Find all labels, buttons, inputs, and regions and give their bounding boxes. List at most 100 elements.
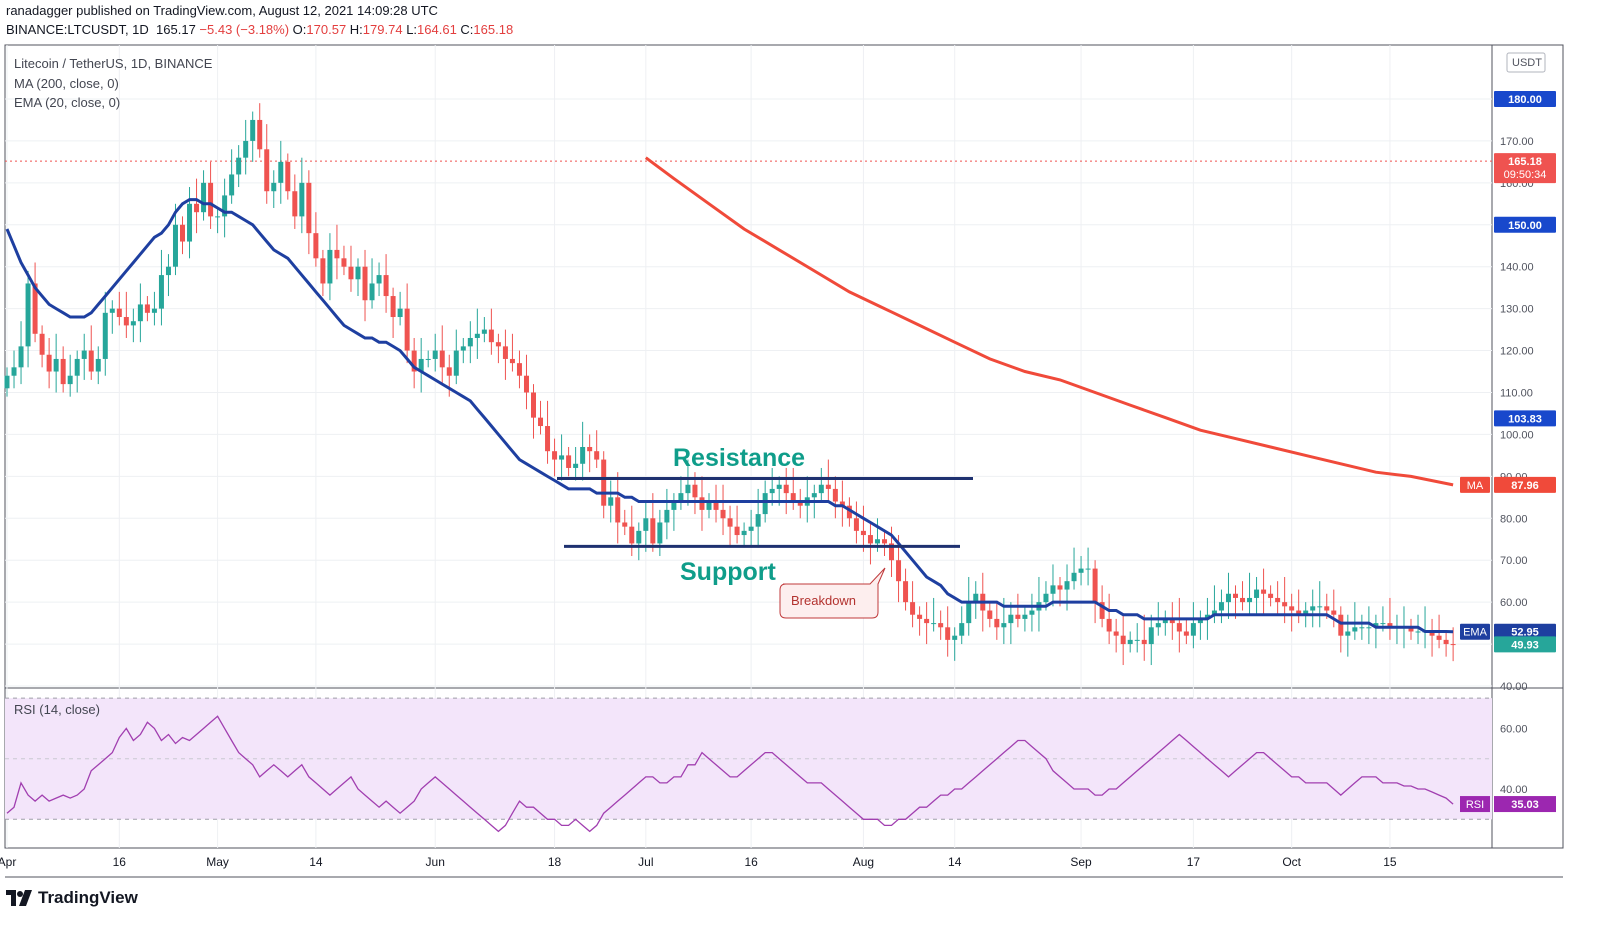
candle-body <box>1071 572 1077 582</box>
candle-body <box>95 358 101 372</box>
candle-body <box>411 350 417 372</box>
candle-body <box>552 451 558 460</box>
candle-body <box>959 623 965 636</box>
price-tick-label: 110.00 <box>1500 387 1533 399</box>
candle-body <box>853 518 859 531</box>
candle-body <box>523 375 529 393</box>
candle-body <box>130 321 136 326</box>
candle-body <box>453 350 459 376</box>
time-tick-label: Aug <box>853 855 874 869</box>
candle-body <box>243 140 249 158</box>
candle-body <box>264 149 270 192</box>
price-tag-text: 150.00 <box>1508 220 1542 232</box>
candle-body <box>236 157 242 175</box>
candle-body <box>187 203 193 242</box>
candle-body <box>306 182 312 234</box>
candle-body <box>1162 618 1168 624</box>
candle-body <box>924 618 930 624</box>
publisher-line: ranadagger published on TradingView.com,… <box>6 3 438 18</box>
price-tag <box>1494 216 1556 233</box>
candle-body <box>320 258 326 284</box>
candle-body <box>678 493 684 502</box>
candle-body <box>825 484 831 489</box>
candle-body <box>636 530 642 544</box>
candle-body <box>369 283 375 301</box>
candle-body <box>734 526 740 536</box>
candle-body <box>362 266 368 301</box>
candle-body <box>699 497 705 510</box>
candle-body <box>1008 614 1014 624</box>
candle-body <box>215 216 221 218</box>
candle-body <box>622 522 628 527</box>
candle-body <box>285 161 291 192</box>
candle-body <box>938 623 944 628</box>
candle-body <box>1190 623 1196 636</box>
candle-body <box>1380 623 1386 625</box>
rsi-tick-label: 40.00 <box>1500 784 1528 796</box>
candle-body <box>1169 618 1175 624</box>
price-tag-text: 87.96 <box>1511 480 1539 492</box>
candle-body <box>257 119 263 150</box>
price-tick-label: 170.00 <box>1500 136 1534 148</box>
candle-body <box>952 635 958 640</box>
candle-body <box>776 484 782 489</box>
candle-body <box>341 258 347 267</box>
candle-body <box>502 346 508 359</box>
time-tick-label: Jul <box>638 855 653 869</box>
candle-body <box>1247 597 1253 603</box>
candle-body <box>123 317 129 326</box>
candle-body <box>390 296 396 318</box>
candle-body <box>608 497 614 506</box>
price-tick-label: 70.00 <box>1500 555 1528 567</box>
candle-body <box>762 493 768 515</box>
candle-body <box>1218 602 1224 611</box>
candle-body <box>755 514 761 527</box>
candle-body <box>1338 614 1344 636</box>
tradingview-logo[interactable]: TradingView <box>6 888 138 908</box>
price-tag-text: 180.00 <box>1508 94 1542 106</box>
time-tick-label: Oct <box>1282 855 1301 869</box>
candle-body <box>481 329 487 334</box>
candle-body <box>664 509 670 523</box>
candle-body <box>88 350 94 372</box>
candle-body <box>917 614 923 619</box>
rsi-value-text: 35.03 <box>1511 799 1539 811</box>
candle-body <box>460 346 466 351</box>
ma-line <box>644 156 1454 487</box>
candle-body <box>102 312 108 359</box>
candle-body <box>1233 593 1238 598</box>
candle-body <box>1317 606 1323 608</box>
time-tick-label: Jun <box>426 855 445 869</box>
brand-name: TradingView <box>38 888 138 907</box>
candle-body <box>18 346 24 368</box>
candle-body <box>643 518 649 531</box>
candle-body <box>1099 602 1105 619</box>
candle-body <box>327 249 333 284</box>
rsi-line <box>6 715 1454 833</box>
candlestick-chart[interactable]: 40.0050.0060.0070.0080.0090.00100.00110.… <box>0 0 1597 885</box>
candle-body <box>657 522 663 544</box>
breakdown-label: Breakdown <box>791 593 856 608</box>
candle-body <box>208 182 214 217</box>
chart-frame <box>4 44 1564 849</box>
support-label: Support <box>680 558 776 586</box>
resistance-label: Resistance <box>673 444 805 472</box>
candle-body <box>278 161 284 183</box>
candle-body <box>1408 627 1414 632</box>
candle-body <box>1050 585 1056 594</box>
price-tag <box>1494 90 1556 107</box>
tradingview-mark-icon <box>6 890 32 906</box>
candle-body <box>1029 610 1035 615</box>
candle-body <box>811 493 817 498</box>
price-tag <box>1494 636 1556 653</box>
price-tick-label: 130.00 <box>1500 304 1534 316</box>
price-unit-box <box>1506 52 1546 73</box>
candle-body <box>601 459 607 506</box>
candle-body <box>1127 639 1133 645</box>
close-value: 165.18 <box>473 22 514 37</box>
candle-body <box>144 304 150 313</box>
candle-body <box>404 308 410 351</box>
candles <box>4 103 1456 666</box>
candle-body <box>1155 623 1161 628</box>
candle-body <box>418 358 424 372</box>
